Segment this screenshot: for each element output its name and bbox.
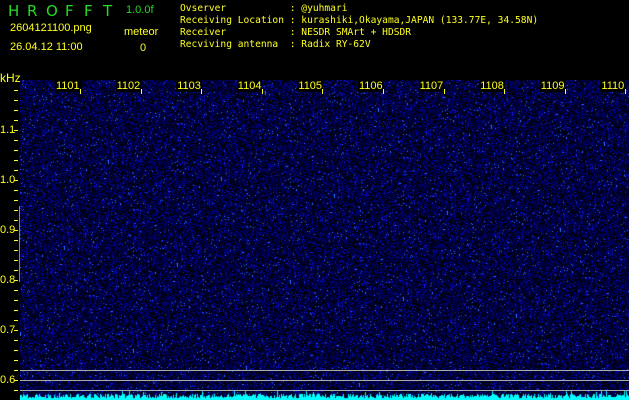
title-letter: T — [103, 2, 113, 20]
info-location: Receiving Location : kurashiki,Okayama,J… — [180, 15, 538, 27]
vertical-marker — [19, 206, 20, 282]
y-tick-mark — [14, 340, 18, 341]
x-tick-label: 1101 — [55, 80, 81, 92]
y-tick-label: 1.1 — [0, 124, 16, 136]
title-letter: O — [46, 2, 58, 20]
title-letter: F — [65, 2, 74, 20]
y-tick-mark — [14, 220, 18, 221]
info-value: : @yuhmari — [289, 3, 348, 14]
title-letter: F — [84, 2, 93, 20]
title-letter: H — [8, 2, 20, 20]
x-tick-label: 1109 — [539, 80, 566, 92]
y-tick-mark — [14, 370, 18, 371]
info-label: Recviving antenna — [180, 39, 284, 50]
info-value: : NESDR SMArt + HDSDR — [289, 27, 412, 38]
y-tick-mark — [14, 380, 18, 381]
info-observer: Ovserver : @yuhmari — [180, 3, 348, 15]
marker-line — [20, 380, 629, 381]
y-tick-mark — [14, 350, 18, 351]
x-tick-label: 1110 — [600, 80, 626, 92]
y-tick-mark — [14, 290, 18, 291]
x-tick-label: 1104 — [236, 80, 263, 92]
info-label: Receiving Location — [180, 15, 284, 26]
x-tick-label: 1103 — [176, 80, 202, 92]
x-tick-mark — [383, 89, 384, 94]
y-tick-mark — [14, 310, 18, 311]
marker-line — [20, 370, 629, 371]
x-tick-mark — [201, 89, 203, 94]
y-tick-mark — [14, 300, 18, 301]
info-value: : Radix RY-62V — [289, 39, 371, 50]
y-tick-mark — [14, 190, 18, 191]
x-tick-mark — [261, 89, 263, 94]
info-antenna: Recviving antenna : Radix RY-62V — [180, 39, 371, 51]
datetime: 26.04.12 11:00 — [10, 41, 83, 53]
spectrogram — [20, 80, 629, 400]
x-tick-mark — [564, 89, 566, 94]
y-tick-mark — [14, 360, 18, 361]
x-tick-label: 1108 — [479, 80, 505, 92]
x-tick-label: 1102 — [115, 80, 142, 92]
x-tick-mark — [504, 89, 506, 94]
y-tick-mark — [14, 170, 18, 171]
y-tick-mark — [14, 270, 18, 271]
y-tick-mark — [14, 110, 18, 111]
y-tick-mark — [14, 250, 18, 251]
y-unit-label: kHz — [0, 71, 21, 85]
x-tick-label: 1106 — [358, 80, 384, 92]
y-tick-mark — [14, 240, 18, 241]
y-tick-mark — [14, 150, 18, 151]
y-tick-mark — [14, 90, 18, 91]
meteor-count: 0 — [140, 42, 147, 54]
x-tick-mark — [140, 89, 142, 94]
info-receiver: Receiver : NESDR SMArt + HDSDR — [180, 27, 411, 39]
y-tick-mark — [14, 280, 18, 281]
x-tick-mark — [322, 89, 324, 94]
y-tick-label: 0.9 — [0, 224, 16, 236]
y-tick-mark — [14, 330, 18, 331]
filename: 2604121100.png — [10, 22, 92, 34]
y-tick-mark — [14, 130, 18, 131]
y-tick-mark — [14, 140, 18, 141]
y-tick-mark — [14, 160, 18, 161]
marker-line — [20, 390, 629, 391]
y-tick-mark — [14, 180, 18, 181]
y-tick-label: 0.8 — [0, 274, 16, 286]
x-tick-mark — [443, 89, 445, 94]
y-tick-mark — [14, 390, 18, 391]
y-tick-label: 0.7 — [0, 324, 16, 336]
x-tick-mark — [80, 89, 81, 94]
meteor-label: meteor — [124, 26, 159, 38]
y-tick-mark — [14, 120, 18, 121]
x-tick-label: 1107 — [418, 80, 445, 92]
y-tick-mark — [14, 200, 18, 201]
version: 1.0.0f — [126, 4, 154, 16]
y-tick-label: 0.6 — [0, 374, 16, 386]
y-tick-mark — [14, 100, 18, 101]
y-tick-mark — [14, 210, 18, 211]
y-tick-mark — [14, 230, 18, 231]
info-label: Ovserver — [180, 3, 284, 14]
x-tick-mark — [625, 89, 627, 94]
info-value: : kurashiki,Okayama,JAPAN (133.77E, 34.5… — [289, 15, 539, 26]
y-tick-mark — [14, 260, 18, 261]
y-tick-label: 1.0 — [0, 174, 16, 186]
info-label: Receiver — [180, 27, 284, 38]
x-tick-label: 1105 — [297, 80, 324, 92]
y-tick-mark — [14, 320, 18, 321]
title-letter: R — [27, 2, 38, 20]
